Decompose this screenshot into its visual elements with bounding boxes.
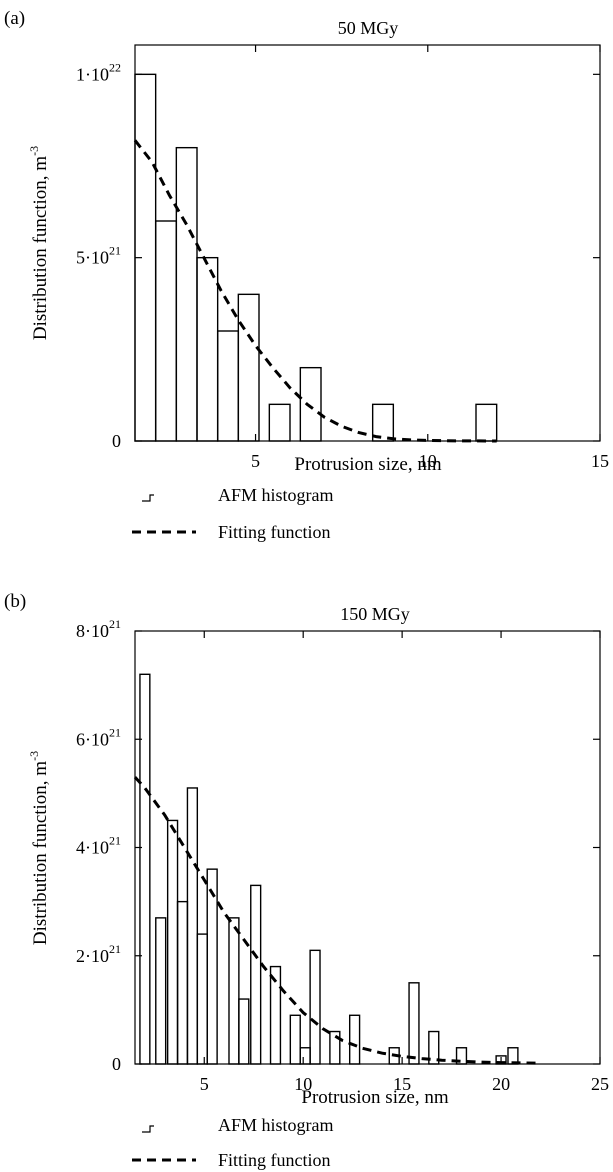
histogram-bar — [228, 917, 240, 1065]
x-tick-label: 15 — [591, 451, 609, 471]
legend-label: AFM histogram — [218, 485, 334, 505]
panel-label: (a) — [4, 8, 25, 29]
legend-item-fitting: Fitting function — [132, 522, 331, 542]
y-tick-label-exponent: 22 — [109, 60, 121, 74]
chart-title: 50 MGy — [338, 18, 399, 38]
histogram-bar — [309, 949, 321, 1065]
histogram-bar — [237, 293, 260, 442]
x-tick-label: 15 — [393, 1074, 411, 1094]
legend-label: Fitting function — [218, 1150, 331, 1170]
y-tick-labels: 0 5·1021 1·1022 — [76, 60, 121, 451]
y-tick-label-base: 5·10 — [76, 248, 109, 268]
y-tick-label: 1·1022 — [76, 60, 121, 84]
histogram-bar — [475, 403, 498, 442]
y-tick-label-base: 4·10 — [76, 838, 109, 858]
y-tick-label-exponent: 21 — [109, 834, 121, 848]
y-tick-label-base: 6·10 — [76, 729, 109, 749]
x-axis-label: Protrusion size, nm — [301, 1087, 448, 1108]
chart-title: 150 MGy — [340, 604, 410, 624]
y-tick-label-base: 2·10 — [76, 946, 109, 966]
y-tick-label: 0 — [112, 431, 121, 451]
x-tick-label: 5 — [200, 1074, 209, 1094]
histogram-bar — [175, 146, 198, 442]
y-axis-label-superscript: -3 — [27, 146, 41, 156]
y-tick-label: 6·1021 — [76, 725, 121, 749]
x-tick-label: 5 — [251, 451, 260, 471]
histogram-bar — [268, 403, 291, 442]
x-axis-label: Protrusion size, nm — [294, 454, 441, 475]
y-axis-label-text: Distribution function, m — [30, 761, 51, 945]
histogram-bar — [289, 1014, 301, 1065]
histogram-bar — [196, 256, 219, 442]
x-tick-label: 10 — [294, 1074, 312, 1094]
chart-panel-a: (a) 50 MGy 0 5·1021 1·1022 5 10 15 Protrusio… — [4, 8, 609, 542]
histogram-bar — [269, 965, 282, 1065]
tick-marks — [135, 45, 601, 442]
y-tick-label: 0 — [112, 1054, 121, 1074]
histogram-bars — [134, 73, 498, 442]
y-axis-label: Distribution function, m-3 — [27, 146, 51, 340]
x-tick-label: 20 — [492, 1074, 510, 1094]
x-tick-labels: 5 10 15 20 25 — [200, 1074, 609, 1094]
legend-histogram-swatch — [142, 494, 154, 502]
histogram-bar — [154, 220, 178, 442]
histogram-bar — [455, 1047, 468, 1065]
y-tick-label: 5·1021 — [76, 244, 121, 268]
legend-label: AFM histogram — [218, 1115, 334, 1135]
y-tick-label-exponent: 21 — [109, 617, 121, 631]
histogram-bar — [299, 366, 322, 442]
histogram-bar — [408, 982, 420, 1065]
fitting-curve — [133, 776, 541, 1065]
legend-item-fitting: Fitting function — [132, 1150, 331, 1170]
x-tick-labels: 5 10 15 — [251, 451, 609, 471]
histogram-bars — [139, 673, 519, 1065]
tick-marks — [135, 630, 601, 1065]
y-tick-label-base: 0 — [112, 1054, 121, 1074]
plot-frame — [134, 630, 601, 1065]
legend: AFM histogram Fitting function — [132, 485, 334, 542]
y-tick-label-base: 1·10 — [76, 64, 109, 84]
y-tick-label: 8·1021 — [76, 617, 121, 641]
histogram-bar — [348, 1014, 361, 1065]
histogram-bar — [299, 1047, 311, 1065]
legend-item-histogram: AFM histogram — [142, 485, 334, 505]
histogram-bar — [155, 917, 167, 1065]
y-tick-label-base: 0 — [112, 431, 121, 451]
plot-frame — [134, 44, 601, 442]
y-axis-label-text: Distribution function, m — [30, 156, 51, 340]
legend-histogram-swatch — [142, 1125, 154, 1133]
histogram-bar — [196, 933, 208, 1065]
y-tick-label-exponent: 21 — [109, 244, 121, 258]
y-axis-label: Distribution function, m-3 — [27, 751, 51, 945]
histogram-bar — [428, 1030, 440, 1065]
y-tick-label: 2·1021 — [76, 942, 121, 966]
x-tick-label: 25 — [591, 1074, 609, 1094]
legend-label: Fitting function — [218, 522, 331, 542]
histogram-bar — [166, 819, 179, 1065]
histogram-bar — [139, 673, 151, 1065]
y-axis-label-superscript: -3 — [27, 751, 41, 761]
histogram-bar — [329, 1030, 341, 1065]
y-tick-label-exponent: 21 — [109, 942, 121, 956]
histogram-bar — [371, 403, 395, 442]
histogram-bar — [176, 900, 189, 1065]
histogram-bar — [206, 868, 218, 1065]
legend-item-histogram: AFM histogram — [142, 1115, 334, 1135]
fitting-curve — [133, 139, 497, 443]
y-tick-label-exponent: 21 — [109, 725, 121, 739]
histogram-bar — [216, 330, 240, 442]
histogram-bar — [238, 998, 250, 1065]
histogram-bar — [250, 884, 262, 1065]
histogram-bar — [186, 787, 199, 1065]
y-tick-label-base: 8·10 — [76, 621, 109, 641]
x-tick-label: 10 — [419, 451, 437, 471]
legend: AFM histogram Fitting function — [132, 1115, 334, 1170]
y-tick-label: 4·1021 — [76, 834, 121, 858]
panel-label: (b) — [4, 591, 26, 612]
